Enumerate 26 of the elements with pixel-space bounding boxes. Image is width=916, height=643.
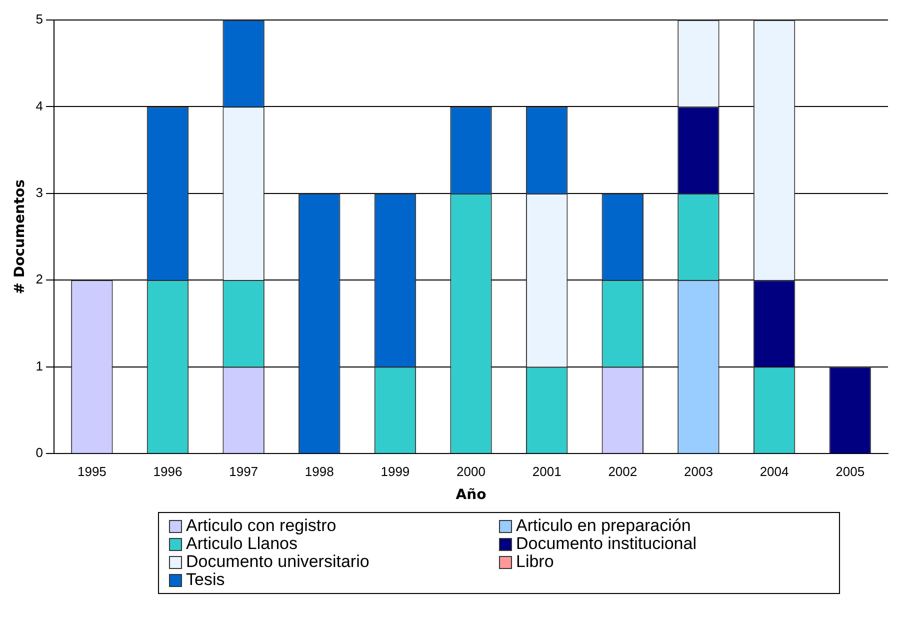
x-tick-label: 2000 — [456, 464, 486, 479]
x-tick-label: 2003 — [684, 464, 713, 479]
legend-label: Articulo en preparación — [516, 516, 691, 535]
legend-label: Libro — [516, 552, 554, 571]
y-tick-label: 4 — [36, 98, 44, 114]
legend-label: Documento universitario — [186, 552, 370, 571]
x-tick-label: 2005 — [836, 464, 865, 479]
x-tick-label: 2004 — [760, 464, 789, 479]
y-tick-label: 0 — [36, 445, 44, 460]
x-tick-label: 1995 — [77, 464, 106, 479]
y-axis-title: # Documentos — [12, 179, 28, 294]
y-tick-label: 3 — [36, 185, 44, 200]
x-tick-label: 1996 — [153, 464, 182, 479]
y-tick-label: 5 — [36, 12, 44, 27]
legend-label: Tesis — [186, 570, 225, 589]
legend-label: Articulo Llanos — [186, 534, 298, 553]
y-tick-label: 2 — [36, 272, 44, 287]
x-tick-label: 1998 — [304, 464, 334, 479]
legend-label: Documento institucional — [516, 534, 696, 553]
x-tick-label: 1997 — [229, 464, 258, 479]
y-tick-label: 1 — [36, 358, 44, 374]
x-axis-title: Año — [456, 487, 487, 504]
x-tick-label: 2002 — [608, 464, 638, 479]
x-tick-label: 2001 — [532, 464, 562, 479]
x-tick-label: 1999 — [380, 464, 410, 479]
legend-label: Articulo con registro — [186, 516, 336, 535]
